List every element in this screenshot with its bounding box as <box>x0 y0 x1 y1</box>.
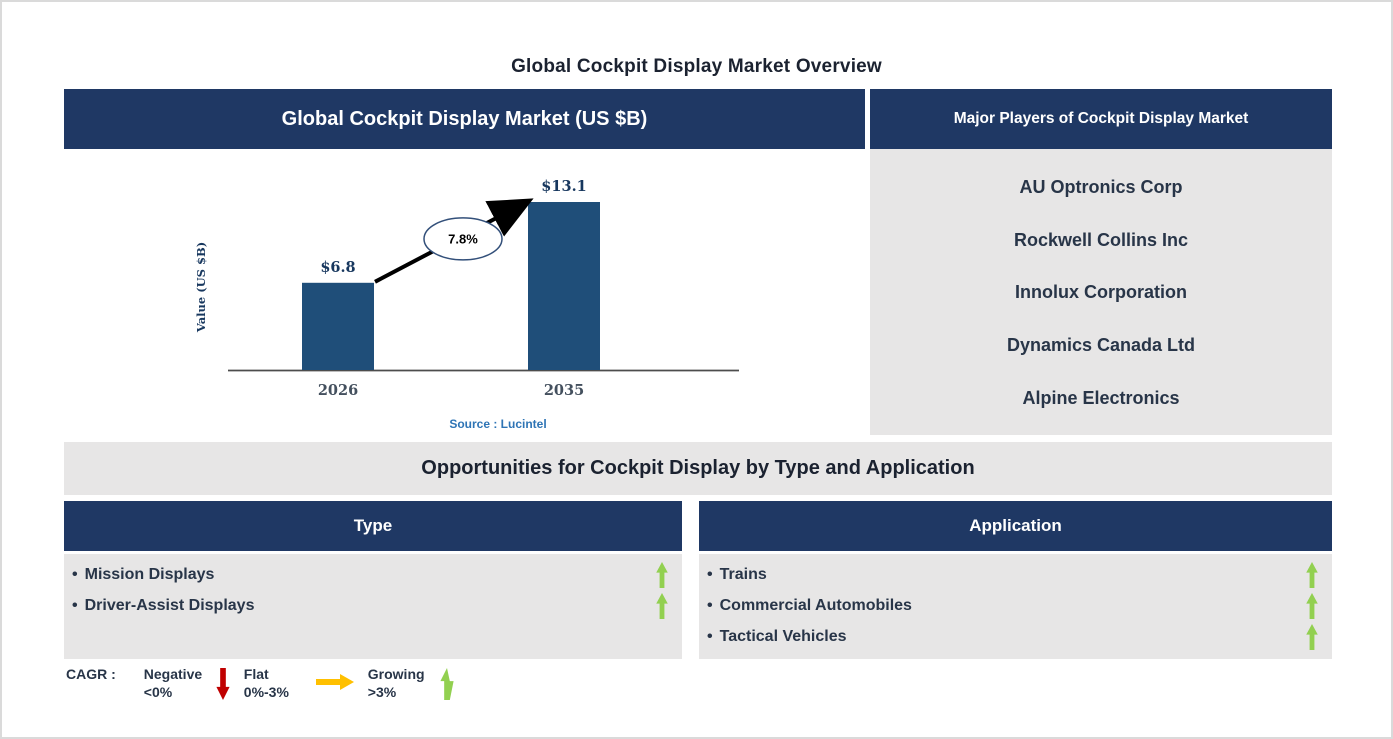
type-item-row: • Mission Displays <box>72 559 668 590</box>
application-header-label: Application <box>969 516 1062 535</box>
chart-tick-1: 2035 <box>544 382 584 399</box>
type-column-header: Type <box>64 501 682 551</box>
legend-item-negative: Negative <0% <box>144 666 230 701</box>
opportunities-heading: Opportunities for Cockpit Display by Typ… <box>421 457 975 479</box>
growing-up-arrow-icon <box>1306 592 1318 619</box>
flat-right-arrow-icon <box>315 674 354 690</box>
bullet: • <box>72 596 78 614</box>
growing-up-arrow-icon <box>656 592 668 619</box>
page-title: Global Cockpit Display Market Overview <box>511 56 882 77</box>
type-item-label: • Driver-Assist Displays <box>72 596 255 614</box>
player-name: Rockwell Collins Inc <box>1013 229 1189 250</box>
type-item-label: • Mission Displays <box>72 565 215 583</box>
type-header-label: Type <box>353 516 393 535</box>
bar-chart-svg: Value (US $B) $6.8 $13.1 2026 2035 7.8% … <box>194 178 739 431</box>
chart-value-label-0: $6.8 <box>320 259 355 276</box>
opportunities-band: Opportunities for Cockpit Display by Typ… <box>64 442 1332 495</box>
bullet: • <box>707 627 713 645</box>
negative-down-arrow-icon <box>216 668 230 700</box>
major-players-header-label: Major Players of Cockpit Display Market <box>953 110 1249 127</box>
application-column-header: Application <box>699 501 1332 551</box>
legend-flat-text: Flat 0%-3% <box>243 666 289 700</box>
chart-value-label-1: $13.1 <box>541 178 586 195</box>
player-name: Innolux Corporation <box>1015 282 1187 303</box>
player-name: AU Optronics Corp <box>1019 176 1183 197</box>
cagr-legend-label: CAGR : <box>66 666 116 682</box>
application-item-label: • Commercial Automobiles <box>707 596 912 614</box>
player-name: Alpine Electronics <box>1022 388 1180 409</box>
bullet: • <box>72 565 78 583</box>
growing-up-arrow-icon <box>1306 623 1318 650</box>
bar-chart: Value (US $B) $6.8 $13.1 2026 2035 7.8% … <box>64 149 865 439</box>
player-name: Dynamics Canada Ltd <box>1006 335 1196 356</box>
chart-bar-1 <box>528 202 600 370</box>
type-item-row: • Driver-Assist Displays <box>72 590 668 621</box>
chart-bar-0 <box>302 282 374 370</box>
application-item-label: • Trains <box>707 565 767 583</box>
bullet: • <box>707 596 713 614</box>
chart-panel-header: Global Cockpit Display Market (US $B) <box>64 89 865 149</box>
legend-growing-text: Growing >3% <box>367 666 425 700</box>
legend-negative-text: Negative <0% <box>143 666 203 700</box>
cagr-legend: CAGR : Negative <0% Flat 0%-3% Growing >… <box>66 666 468 701</box>
application-item-label: • Tactical Vehicles <box>707 627 847 645</box>
bullet: • <box>707 565 713 583</box>
chart-source: Source : Lucintel <box>449 417 546 431</box>
type-list: • Mission Displays • Driver-Assist Display… <box>64 554 682 659</box>
growing-up-arrow-icon <box>1306 561 1318 588</box>
growing-up-arrow-icon <box>440 668 454 700</box>
application-item-row: • Tactical Vehicles <box>707 621 1318 652</box>
major-players-panel: AU Optronics Corp Rockwell Collins Inc I… <box>870 149 1332 435</box>
growing-up-arrow-icon <box>656 561 668 588</box>
legend-item-flat: Flat 0%-3% <box>244 666 354 701</box>
chart-panel-header-label: Global Cockpit Display Market (US $B) <box>281 107 648 130</box>
legend-item-growing: Growing >3% <box>368 666 454 701</box>
cagr-label: 7.8% <box>448 231 478 246</box>
chart-tick-0: 2026 <box>318 382 358 399</box>
cagr-ellipse <box>423 217 503 261</box>
application-list: • Trains • Commercial Automobiles • Tactica… <box>699 554 1332 659</box>
application-item-row: • Trains <box>707 559 1318 590</box>
y-axis-label: Value (US $B) <box>194 242 208 333</box>
major-players-header: Major Players of Cockpit Display Market <box>870 89 1332 149</box>
application-item-row: • Commercial Automobiles <box>707 590 1318 621</box>
